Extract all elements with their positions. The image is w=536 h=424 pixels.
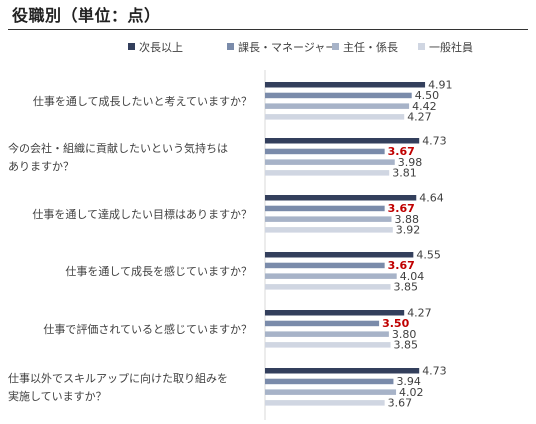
title-underline: [8, 29, 528, 30]
legend-swatch: [332, 43, 339, 50]
bar: [265, 138, 420, 144]
legend-swatch: [227, 43, 234, 50]
data-label: 4.50: [415, 89, 440, 102]
category-label: ありますか？: [8, 160, 74, 173]
data-label: 3.67: [388, 259, 415, 272]
category-label: 今の会社・組織に貢献したいという気持ちは: [8, 141, 228, 155]
bar: [265, 273, 397, 279]
data-label: 4.73: [422, 365, 447, 378]
bar: [265, 252, 414, 258]
data-label: 3.67: [388, 397, 413, 410]
bar: [265, 400, 385, 406]
bar: [265, 227, 393, 233]
bar: [265, 114, 405, 120]
bar: [265, 159, 395, 165]
data-label: 3.50: [382, 317, 409, 330]
data-label: 3.67: [388, 145, 415, 158]
data-label: 3.88: [394, 213, 419, 226]
data-label: 3.92: [396, 224, 421, 237]
data-label: 4.42: [412, 100, 437, 113]
bar: [265, 378, 394, 385]
bar: [265, 170, 390, 176]
bars: [265, 82, 426, 406]
data-label: 4.91: [428, 79, 453, 92]
legend-swatch: [128, 43, 135, 50]
data-label: 3.85: [394, 339, 419, 352]
bar: [265, 92, 412, 99]
bar: [265, 82, 426, 88]
data-label: 4.73: [422, 135, 447, 148]
category-label: 仕事を通して達成したい目標はありますか？: [32, 207, 252, 221]
bar: [265, 148, 385, 155]
chart-title: 役職別（単位：点）: [12, 6, 161, 25]
bar: [265, 320, 380, 327]
legend-label: 課長・マネージャー: [238, 40, 336, 54]
data-label: 3.98: [398, 156, 423, 169]
data-label: 3.80: [392, 328, 417, 341]
value-labels: 4.914.504.424.274.733.673.983.814.643.67…: [382, 79, 452, 410]
data-label: 4.27: [407, 307, 432, 320]
category-label: 仕事を通して成長を感じていますか？: [65, 265, 252, 278]
bar: [265, 195, 417, 201]
legend: 次長以上 課長・マネージャー 主任・係長 一般社員: [128, 40, 473, 54]
data-label: 3.94: [396, 375, 421, 388]
legend-swatch: [418, 43, 425, 50]
category-label: 仕事で評価されていると感じていますか？: [43, 322, 252, 336]
data-label: 4.02: [399, 386, 424, 399]
data-label: 4.55: [416, 249, 441, 262]
category-label: 実施していますか？: [8, 389, 107, 403]
category-labels: 仕事を通して成長したいと考えていますか？ 今の会社・組織に貢献したいという気持ちは…: [8, 95, 252, 403]
bar: [265, 103, 410, 109]
data-label: 3.85: [394, 281, 419, 294]
category-label: 仕事以外でスキルアップに向けた取り組みを: [8, 371, 228, 385]
bar: [265, 262, 385, 269]
bar: [265, 205, 385, 212]
bar: [265, 310, 405, 316]
bar: [265, 368, 420, 374]
bar: [265, 389, 397, 395]
data-label: 4.64: [419, 192, 444, 205]
bar: [265, 331, 389, 337]
data-label: 3.81: [392, 167, 417, 180]
legend-label: 次長以上: [139, 40, 183, 54]
bar: [265, 216, 392, 222]
legend-label: 主任・係長: [343, 41, 398, 54]
data-label: 3.67: [388, 202, 415, 215]
data-label: 4.27: [407, 111, 432, 124]
bar: [265, 342, 391, 348]
bar: [265, 284, 391, 290]
data-label: 4.04: [400, 270, 425, 283]
legend-label: 一般社員: [429, 40, 473, 54]
category-label: 仕事を通して成長したいと考えていますか？: [33, 95, 252, 108]
